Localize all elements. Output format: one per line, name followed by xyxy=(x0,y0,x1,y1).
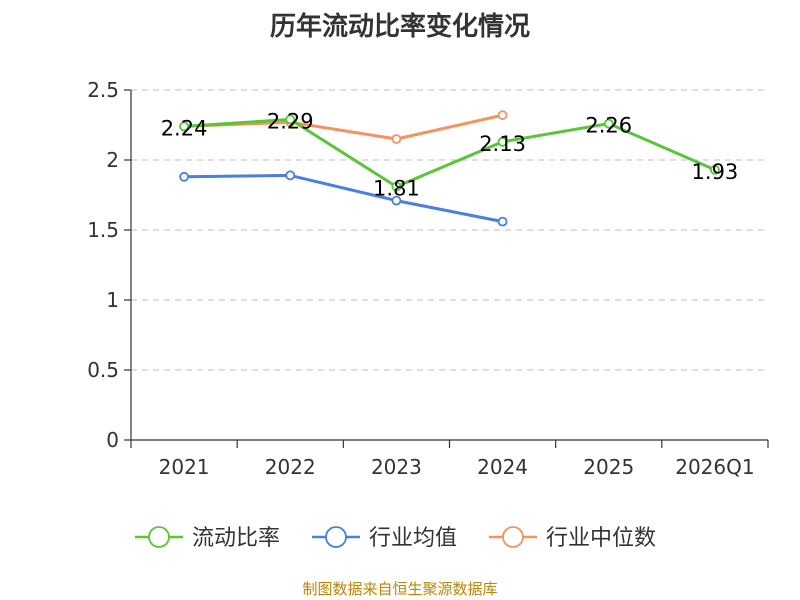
series-line xyxy=(183,117,716,189)
y-tick-label: 2.5 xyxy=(87,78,119,102)
legend-marker xyxy=(325,526,347,548)
data-label: 2.26 xyxy=(585,114,632,138)
data-label: 2.29 xyxy=(267,109,314,133)
legend-label: 行业均值 xyxy=(369,526,457,551)
legend-marker xyxy=(502,526,524,548)
x-tick-label: 2023 xyxy=(371,455,422,479)
data-point xyxy=(391,195,402,206)
data-point xyxy=(497,216,508,227)
data-label: 2.13 xyxy=(479,132,526,156)
source-note: 制图数据来自恒生聚源数据库 xyxy=(302,580,498,598)
data-point xyxy=(710,164,720,175)
y-tick-label: 0 xyxy=(106,428,119,452)
y-tick-label: 1.5 xyxy=(87,218,119,242)
y-tick-label: 0.5 xyxy=(87,358,119,382)
data-point xyxy=(497,136,508,147)
series-lines xyxy=(179,110,720,227)
data-label: 2.24 xyxy=(161,116,208,140)
data-point xyxy=(391,181,402,192)
legend: 流动比率 行业均值 行业中位数 xyxy=(135,526,656,551)
data-point xyxy=(285,114,296,125)
y-tick-label: 2 xyxy=(106,148,119,172)
data-point xyxy=(179,121,189,132)
x-tick-label: 2021 xyxy=(159,455,210,479)
data-labels: 2.24 2.29 1.81 2.13 2.26 1.93 xyxy=(161,109,739,200)
data-point xyxy=(179,171,189,182)
data-label: 1.81 xyxy=(373,177,420,201)
legend-label: 流动比率 xyxy=(192,526,280,551)
series-line xyxy=(184,113,503,141)
data-point xyxy=(391,134,402,144)
data-point xyxy=(285,170,296,181)
legend-label: 行业中位数 xyxy=(546,526,656,551)
legend-marker xyxy=(148,526,170,548)
axes: 0 0.5 1 1.5 2 2.5 2021 2022 2023 2024 2025 2026Q1 xyxy=(87,78,769,479)
data-label: 1.93 xyxy=(692,160,739,184)
series-line xyxy=(184,173,503,224)
x-tick-label: 2025 xyxy=(583,455,634,479)
data-point xyxy=(603,118,614,129)
x-tick-label: 2026Q1 xyxy=(675,455,754,479)
data-point xyxy=(497,110,508,121)
x-tick-label: 2022 xyxy=(265,455,316,479)
grid-lines xyxy=(131,89,768,371)
y-tick-label: 1 xyxy=(106,288,119,312)
chart-title: 历年流动比率变化情况 xyxy=(269,12,530,42)
x-tick-label: 2024 xyxy=(477,455,528,479)
